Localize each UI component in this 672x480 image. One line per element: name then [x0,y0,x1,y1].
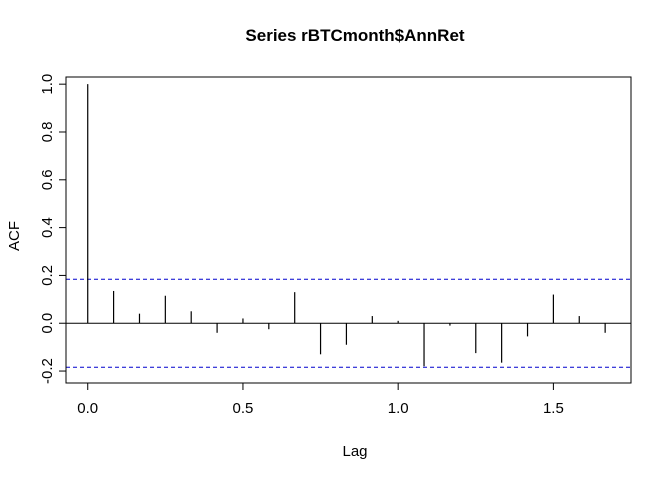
x-tick-label: 0.5 [233,400,254,417]
x-tick-label: 1.5 [543,400,564,417]
y-tick-label: 0.4 [39,217,56,238]
y-tick-label: 0.0 [39,313,56,334]
y-tick-label: 0.2 [39,265,56,286]
y-tick-label: 0.6 [39,169,56,190]
plot-frame [65,76,632,384]
chart-title: Series rBTCmonth$AnnRet [245,26,464,45]
x-axis-label: Lag [342,443,367,460]
y-axis: -0.2 0.0 0.2 0.4 0.6 0.8 1.0 [39,74,67,384]
plot-area [65,76,632,384]
y-tick-label: -0.2 [39,358,56,384]
x-tick-label: 1.0 [388,400,409,417]
x-axis: 0.0 0.5 1.0 1.5 [77,382,564,417]
y-tick-label: 1.0 [39,74,56,95]
x-tick-label: 0.0 [77,400,98,417]
y-axis-label: ACF [6,221,23,251]
y-tick-label: 0.8 [39,122,56,143]
